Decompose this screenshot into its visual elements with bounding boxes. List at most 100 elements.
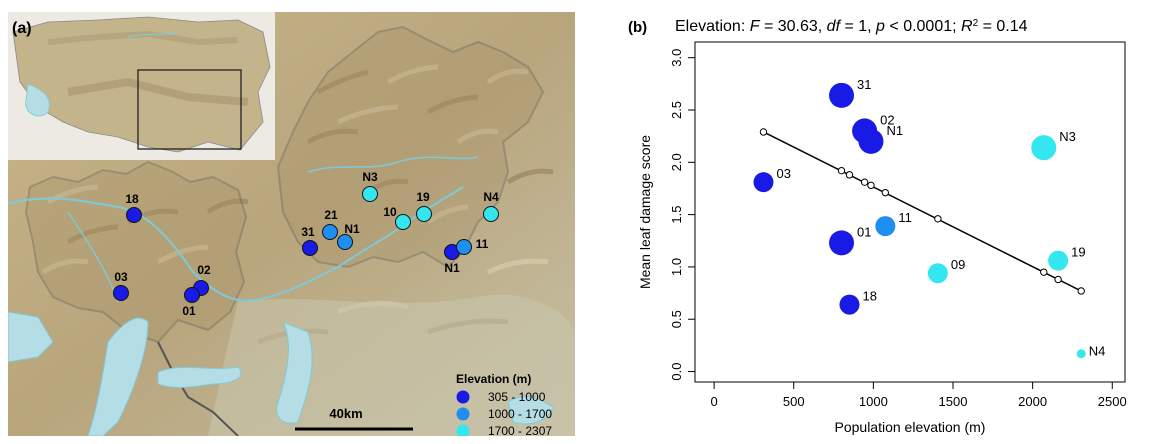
data-point bbox=[875, 216, 896, 237]
site-marker bbox=[302, 240, 318, 256]
legend-swatch bbox=[456, 424, 470, 436]
data-point-label: 09 bbox=[951, 257, 965, 272]
ridge-line bbox=[426, 94, 479, 115]
data-point bbox=[829, 230, 855, 256]
ridge-line bbox=[506, 168, 554, 185]
site-label: N1 bbox=[344, 222, 360, 236]
region-border-south bbox=[157, 341, 239, 436]
chart-title: Elevation: F = 30.63, df = 1, p < 0.0001… bbox=[675, 18, 1028, 36]
river-north bbox=[307, 156, 479, 173]
ridge-line bbox=[456, 128, 499, 145]
site-label: 01 bbox=[182, 304, 196, 318]
y-tick-label: 3.0 bbox=[669, 49, 684, 67]
data-point-label: 31 bbox=[857, 77, 871, 92]
ridge-line bbox=[316, 69, 369, 95]
site-marker bbox=[184, 287, 200, 303]
data-point bbox=[829, 82, 855, 108]
fitted-point bbox=[837, 166, 846, 175]
site-label: 31 bbox=[301, 225, 315, 239]
site-label: 03 bbox=[114, 270, 128, 284]
fitted-point bbox=[867, 181, 875, 190]
x-tick-label: 1500 bbox=[939, 394, 968, 409]
data-point bbox=[753, 172, 774, 193]
x-axis-label: Population elevation (m) bbox=[835, 419, 986, 435]
lake-east bbox=[507, 396, 554, 425]
inset-map bbox=[8, 12, 275, 160]
data-point-label: N4 bbox=[1089, 343, 1106, 358]
site-marker bbox=[322, 224, 338, 240]
lake-como bbox=[276, 321, 313, 424]
legend-item-label: 305 - 1000 bbox=[488, 390, 546, 404]
data-point bbox=[858, 128, 884, 154]
site-marker bbox=[337, 234, 353, 250]
ridge-line bbox=[486, 68, 529, 85]
legend-item-label: 1000 - 1700 bbox=[488, 407, 552, 421]
fitted-point bbox=[1040, 268, 1048, 276]
scatter-chart: (b) Elevation: F = 30.63, df = 1, p < 0.… bbox=[628, 18, 1127, 436]
data-point-label: 19 bbox=[1071, 245, 1085, 260]
ridge-line bbox=[66, 224, 119, 245]
y-tick-label: 2.0 bbox=[669, 153, 684, 171]
ridge-line bbox=[386, 64, 439, 85]
data-point-label: N1 bbox=[886, 123, 903, 138]
regression-line bbox=[763, 131, 1082, 292]
data-point-label: 11 bbox=[898, 210, 912, 225]
inset-extent-box bbox=[137, 69, 242, 150]
y-tick-label: 2.5 bbox=[669, 101, 684, 119]
ridge-line bbox=[336, 104, 399, 125]
site-label: 11 bbox=[476, 237, 489, 251]
data-point bbox=[1048, 250, 1069, 271]
fitted-point bbox=[860, 178, 869, 186]
data-point-label: 02 bbox=[880, 112, 894, 127]
data-point-label: N3 bbox=[1059, 129, 1076, 144]
site-label: 21 bbox=[324, 208, 338, 222]
data-point-label: 18 bbox=[862, 289, 876, 304]
fitted-point bbox=[934, 215, 942, 223]
y-tick-label: 1.0 bbox=[669, 258, 684, 276]
y-axis-label: Mean leaf damage score bbox=[637, 135, 653, 289]
site-label: N4 bbox=[483, 190, 499, 204]
site-label: 02 bbox=[197, 263, 211, 277]
legend-title: Elevation (m) bbox=[456, 372, 531, 386]
region-border-east bbox=[276, 25, 545, 269]
site-label: N3 bbox=[362, 170, 378, 184]
fitted-point bbox=[881, 188, 890, 197]
legend-swatch bbox=[456, 390, 470, 404]
legend-swatch bbox=[456, 407, 470, 421]
site-marker bbox=[362, 186, 378, 202]
chart-panel: (b) Elevation: F = 30.63, df = 1, p < 0.… bbox=[600, 0, 1160, 439]
map-panel: (a) 18 03 02 01 31 21 N1 N3 10 19 N4 N1 11 Elevation… bbox=[8, 12, 575, 436]
site-marker bbox=[416, 206, 432, 222]
fitted-point bbox=[845, 171, 854, 179]
site-label: 18 bbox=[125, 192, 139, 206]
map-panel-label: (a) bbox=[12, 20, 32, 37]
chart-panel-label: (b) bbox=[628, 19, 647, 36]
relief-map: (a) 18 03 02 01 31 21 N1 N3 10 19 N4 N1 11 Elevation… bbox=[8, 12, 575, 436]
legend-item-label: 1700 - 2307 bbox=[488, 424, 552, 436]
data-point bbox=[1031, 135, 1057, 161]
fitted-point bbox=[1077, 287, 1085, 295]
y-tick-label: 0.0 bbox=[669, 362, 684, 380]
lake-lugano bbox=[157, 366, 242, 388]
data-point bbox=[927, 263, 948, 284]
site-label: 19 bbox=[416, 190, 430, 204]
scale-label: 40km bbox=[329, 406, 362, 421]
ridge-line bbox=[46, 184, 99, 205]
data-point-label: 03 bbox=[776, 166, 790, 181]
ridge-line bbox=[41, 258, 89, 275]
site-marker bbox=[395, 214, 411, 230]
site-markers: 18 03 02 01 31 21 N1 N3 10 19 N4 N1 11 bbox=[113, 170, 499, 318]
scale-bar: 40km bbox=[295, 406, 413, 431]
x-tick-label: 1000 bbox=[859, 394, 888, 409]
data-point bbox=[1076, 349, 1086, 359]
site-marker bbox=[483, 206, 499, 222]
ridge-line bbox=[156, 244, 209, 265]
site-marker bbox=[113, 285, 129, 301]
x-tick-label: 500 bbox=[783, 394, 805, 409]
data-point-label: 01 bbox=[857, 224, 871, 239]
fitted-point bbox=[1054, 275, 1062, 284]
y-tick-label: 0.5 bbox=[669, 310, 684, 328]
ridge-line bbox=[206, 198, 249, 215]
site-label: 10 bbox=[383, 205, 397, 219]
site-marker bbox=[126, 207, 142, 223]
